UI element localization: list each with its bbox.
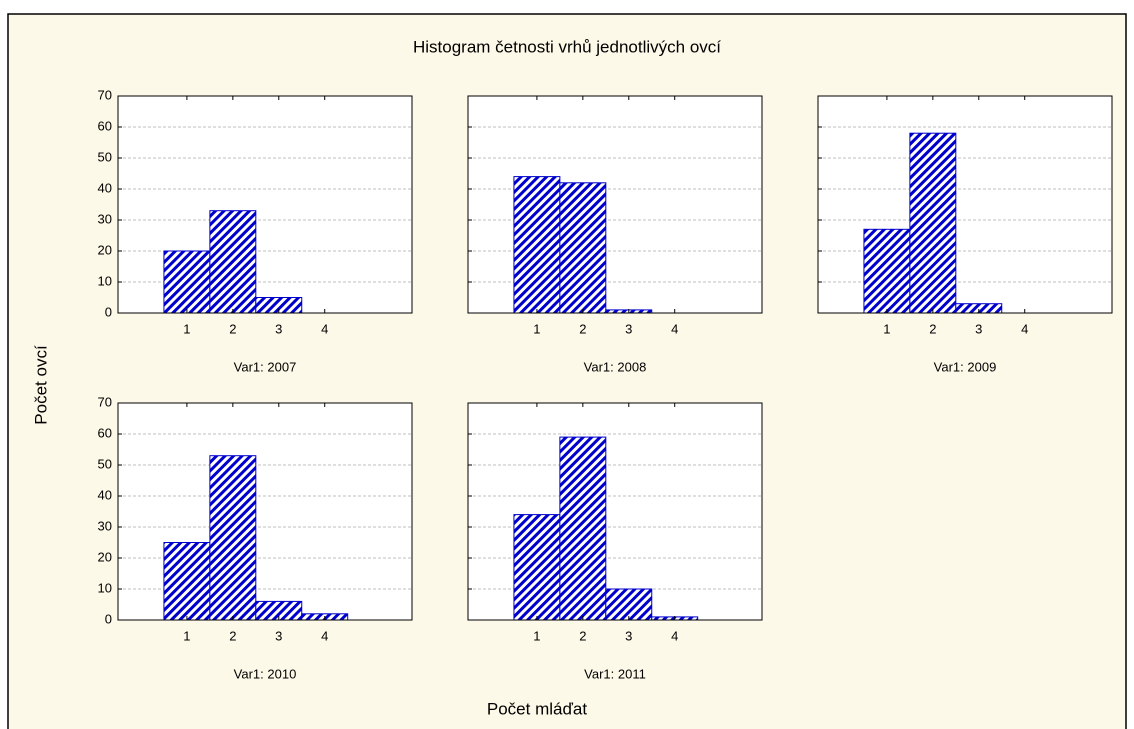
x-tick-label: 1	[533, 321, 540, 336]
y-tick-label: 50	[98, 149, 112, 164]
bar	[209, 210, 257, 314]
plot-area	[118, 96, 412, 313]
plot-frame	[817, 95, 1113, 314]
x-tick-label: 2	[579, 628, 586, 643]
plot-area	[468, 96, 762, 313]
x-tick-label: 1	[533, 628, 540, 643]
y-tick-label: 40	[98, 487, 112, 502]
bar	[163, 250, 211, 314]
bar	[513, 514, 561, 621]
y-axis-label: Počet ovcí	[31, 345, 50, 425]
y-tick-label: 0	[105, 611, 112, 626]
x-tick-label: 4	[671, 321, 678, 336]
y-tick-label: 0	[105, 304, 112, 319]
panel-title: Var1: 2011	[584, 666, 646, 681]
bar	[559, 182, 607, 314]
x-tick-label: 3	[275, 321, 282, 336]
panel-title: Var1: 2010	[234, 666, 297, 681]
bar	[513, 176, 561, 314]
panel-title: Var1: 2008	[584, 359, 647, 374]
x-tick-label: 4	[1021, 321, 1028, 336]
plot-frame	[467, 402, 763, 621]
plot-area	[468, 403, 762, 620]
y-tick-label: 40	[98, 180, 112, 195]
y-tick-label: 70	[98, 87, 112, 102]
x-tick-label: 4	[671, 628, 678, 643]
bar	[605, 588, 653, 621]
bar	[209, 455, 257, 621]
x-tick-label: 3	[625, 321, 632, 336]
y-tick-label: 20	[98, 549, 112, 564]
bar	[909, 132, 957, 314]
bar	[163, 542, 211, 621]
y-tick-label: 30	[98, 518, 112, 533]
bar	[559, 436, 607, 621]
y-tick-label: 50	[98, 456, 112, 471]
x-tick-label: 2	[229, 628, 236, 643]
plot-area	[118, 403, 412, 620]
x-tick-label: 2	[579, 321, 586, 336]
x-tick-label: 4	[321, 321, 328, 336]
x-tick-label: 3	[975, 321, 982, 336]
x-tick-label: 2	[929, 321, 936, 336]
y-tick-label: 30	[98, 211, 112, 226]
plot-area	[818, 96, 1112, 313]
x-tick-label: 1	[183, 628, 190, 643]
x-tick-label: 4	[321, 628, 328, 643]
y-tick-label: 60	[98, 425, 112, 440]
figure-title: Histogram četnosti vrhů jednotlivých ovc…	[413, 37, 721, 56]
y-tick-label: 70	[98, 394, 112, 409]
y-tick-label: 60	[98, 118, 112, 133]
y-tick-label: 10	[98, 273, 112, 288]
panel-title: Var1: 2007	[234, 359, 297, 374]
x-tick-label: 3	[625, 628, 632, 643]
y-tick-label: 10	[98, 580, 112, 595]
x-axis-label: Počet mláďat	[487, 699, 587, 718]
plot-frame	[117, 402, 413, 621]
x-tick-label: 2	[229, 321, 236, 336]
x-tick-label: 1	[883, 321, 890, 336]
bar	[863, 228, 911, 314]
x-tick-label: 3	[275, 628, 282, 643]
plot-frame	[117, 95, 413, 314]
y-tick-label: 20	[98, 242, 112, 257]
plot-frame	[467, 95, 763, 314]
panel-title: Var1: 2009	[934, 359, 997, 374]
x-tick-label: 1	[183, 321, 190, 336]
